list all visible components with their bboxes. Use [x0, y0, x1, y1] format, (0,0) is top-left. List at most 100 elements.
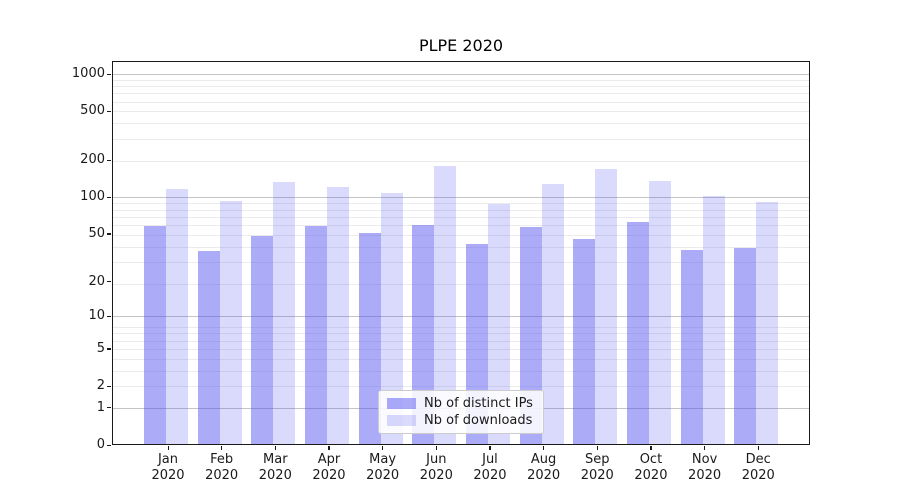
- x-tick: [167, 446, 169, 450]
- y-tick: [107, 444, 111, 446]
- gridline-minor: [112, 216, 810, 218]
- gridline-minor: [112, 225, 810, 227]
- x-tick: [435, 446, 437, 450]
- gridline-minor: [112, 160, 810, 162]
- y-tick-label: 200: [80, 152, 105, 168]
- legend-label: Nb of distinct IPs: [424, 396, 533, 411]
- gridline-minor: [112, 284, 810, 286]
- bar-may-ips: [358, 232, 381, 445]
- y-tick: [107, 73, 111, 75]
- bar-feb-ips: [197, 251, 220, 445]
- x-tick-label: Jan 2020: [151, 452, 185, 483]
- y-tick: [107, 407, 111, 409]
- y-tick-label: 100: [80, 189, 105, 205]
- chart-title: PLPE 2020: [418, 36, 504, 55]
- gridline-minor: [112, 93, 810, 95]
- x-tick: [596, 446, 598, 450]
- x-tick: [704, 446, 706, 450]
- y-tick: [107, 159, 111, 161]
- bar-mar-ips: [251, 236, 274, 445]
- x-tick-label: Dec 2020: [741, 452, 775, 483]
- bar-jun-downloads: [434, 165, 457, 445]
- legend-label: Nb of downloads: [424, 413, 533, 428]
- y-tick: [107, 348, 111, 350]
- gridline-minor: [112, 370, 810, 372]
- y-tick-label: 1: [96, 399, 105, 415]
- x-tick-label: Sep 2020: [580, 452, 614, 483]
- gridline-minor: [112, 111, 810, 113]
- bar-dec-ips: [734, 248, 757, 445]
- gridline-minor: [112, 340, 810, 342]
- bar-sep-downloads: [595, 169, 618, 445]
- x-tick: [274, 446, 276, 450]
- gridline-minor: [112, 209, 810, 211]
- gridline-minor: [112, 123, 810, 125]
- bar-nov-ips: [680, 249, 703, 445]
- bar-feb-downloads: [219, 200, 242, 445]
- x-tick: [328, 446, 330, 450]
- gridline-minor: [112, 348, 810, 350]
- x-tick: [382, 446, 384, 450]
- y-tick: [107, 385, 111, 387]
- x-tick-label: Jun 2020: [419, 452, 453, 483]
- y-tick-label: 5: [96, 340, 105, 356]
- bar-jan-ips: [144, 226, 166, 445]
- bar-aug-downloads: [541, 184, 564, 445]
- x-tick: [543, 446, 545, 450]
- gridline-major: [112, 316, 810, 318]
- bar-apr-downloads: [326, 186, 349, 445]
- gridline-minor: [112, 203, 810, 205]
- x-tick-label: Jul 2020: [473, 452, 507, 483]
- bar-apr-ips: [304, 226, 327, 445]
- y-tick-label: 20: [88, 273, 105, 289]
- gridline-major: [112, 197, 810, 199]
- x-tick: [757, 446, 759, 450]
- y-tick-label: 1000: [71, 66, 105, 82]
- gridline-minor: [112, 327, 810, 329]
- y-tick-label: 500: [80, 103, 105, 119]
- gridline-minor: [112, 333, 810, 335]
- legend-item-distinct-ips: Nb of distinct IPs: [387, 395, 535, 412]
- y-tick-label: 10: [88, 308, 105, 324]
- gridline-minor: [112, 246, 810, 248]
- x-tick: [489, 446, 491, 450]
- y-tick-label: 2: [96, 378, 105, 394]
- x-tick-label: Oct 2020: [634, 452, 668, 483]
- bar-sep-ips: [573, 239, 596, 445]
- gridline-minor: [112, 86, 810, 88]
- x-tick-label: Mar 2020: [258, 452, 292, 483]
- x-tick: [650, 446, 652, 450]
- legend: Nb of distinct IPs Nb of downloads: [378, 390, 544, 434]
- y-tick: [107, 196, 111, 198]
- x-tick-label: Feb 2020: [205, 452, 239, 483]
- y-tick: [107, 233, 111, 235]
- bar-oct-ips: [626, 221, 649, 445]
- gridline-minor: [112, 262, 810, 264]
- gridline-minor: [112, 386, 810, 388]
- bar-oct-downloads: [648, 180, 671, 445]
- x-tick-label: Nov 2020: [688, 452, 722, 483]
- gridline-minor: [112, 79, 810, 81]
- x-tick-label: May 2020: [366, 452, 400, 483]
- bar-may-downloads: [380, 192, 403, 445]
- bar-jul-downloads: [487, 204, 510, 445]
- x-tick: [221, 446, 223, 450]
- gridline-minor: [112, 235, 810, 236]
- y-tick: [107, 110, 111, 112]
- bar-nov-downloads: [702, 196, 725, 445]
- x-tick-label: Aug 2020: [527, 452, 561, 483]
- gridline-minor: [112, 358, 810, 360]
- gridline-minor: [112, 101, 810, 103]
- y-tick-label: 50: [88, 225, 105, 241]
- gridline-minor: [112, 138, 810, 140]
- y-tick-label: 0: [96, 437, 105, 452]
- plot-area: [112, 61, 810, 445]
- y-tick: [107, 281, 111, 283]
- bar-jan-downloads: [166, 188, 188, 445]
- bar-mar-downloads: [273, 182, 296, 445]
- legend-swatch-distinct-ips: [387, 398, 416, 409]
- y-tick: [107, 315, 111, 317]
- gridline-major: [112, 74, 810, 76]
- legend-swatch-downloads: [387, 415, 416, 426]
